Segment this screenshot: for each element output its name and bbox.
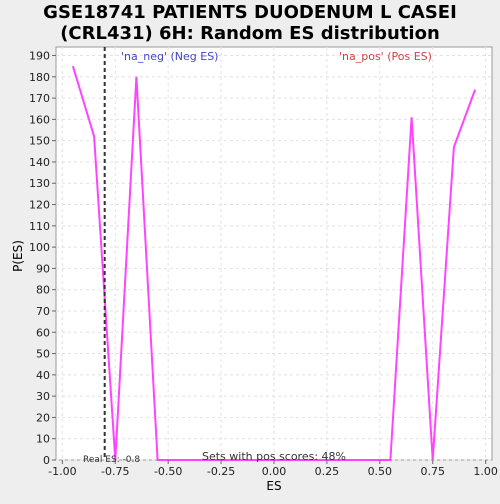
x-tick-label: 0.00: [262, 465, 287, 478]
x-tick-label: -0.75: [101, 465, 129, 478]
y-tick-label: 90: [36, 262, 50, 275]
chart-title-line1: GSE18741 PATIENTS DUODENUM L CASEI: [43, 2, 457, 23]
y-tick-label: 170: [29, 92, 50, 105]
pos-es-label: 'na_pos' (Pos ES): [339, 50, 432, 63]
y-tick-label: 120: [29, 199, 50, 212]
y-tick-label: 70: [36, 305, 50, 318]
y-tick-label: 140: [29, 156, 50, 169]
x-tick-label: 0.50: [368, 465, 393, 478]
real-es-label: Real ES: -0.8: [83, 455, 140, 465]
x-tick-label: 0.75: [420, 465, 445, 478]
x-axis-label: ES: [266, 479, 281, 493]
y-tick-label: 100: [29, 241, 50, 254]
y-tick-label: 160: [29, 113, 50, 126]
y-tick-label: 150: [29, 135, 50, 148]
x-tick-label: -1.00: [48, 465, 76, 478]
y-tick-label: 130: [29, 177, 50, 190]
y-tick-label: 110: [29, 220, 50, 233]
x-tick-label: 0.25: [315, 465, 340, 478]
neg-es-label: 'na_neg' (Neg ES): [121, 50, 218, 63]
y-tick-label: 10: [36, 433, 50, 446]
y-tick-label: 30: [36, 390, 50, 403]
y-tick-label: 40: [36, 369, 50, 382]
x-tick-label: -0.25: [207, 465, 235, 478]
y-tick-label: 180: [29, 71, 50, 84]
y-tick-label: 80: [36, 284, 50, 297]
y-tick-label: 20: [36, 411, 50, 424]
x-tick-label: 1.00: [473, 465, 498, 478]
footer-text: Sets with pos scores: 48%: [202, 450, 346, 463]
y-axis-label: P(ES): [11, 240, 25, 272]
y-tick-label: 50: [36, 348, 50, 361]
chart-title-line2: (CRL431) 6H: Random ES distribution: [60, 23, 440, 44]
x-tick-label: -0.50: [154, 465, 182, 478]
y-tick-label: 190: [29, 50, 50, 63]
y-tick-label: 60: [36, 326, 50, 339]
